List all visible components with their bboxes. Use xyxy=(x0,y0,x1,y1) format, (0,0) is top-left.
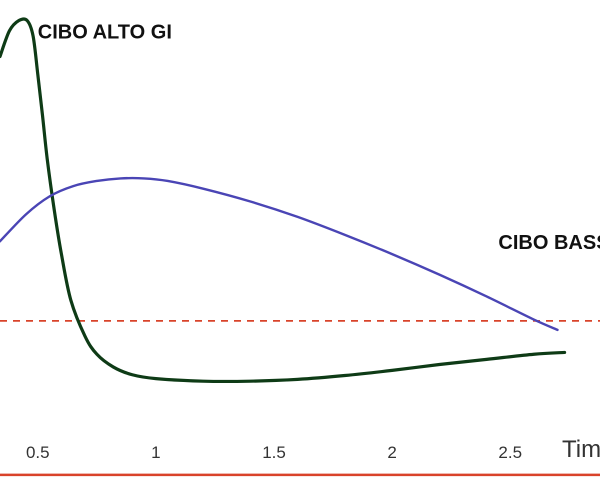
x-tick-label: 2.5 xyxy=(498,443,522,462)
series-line-basso-gi xyxy=(0,176,559,332)
x-tick-label: 2 xyxy=(387,443,396,462)
series-line-alto-gi xyxy=(0,17,567,384)
series-label-basso-gi: CIBO BASSO GI xyxy=(498,232,600,254)
x-tick-label: 1.5 xyxy=(262,443,286,462)
series-lines xyxy=(0,17,567,384)
x-tick-label: 1 xyxy=(151,443,160,462)
x-ticks: 0.5 1 1.5 2 2.5 xyxy=(26,443,522,462)
reference-lines xyxy=(0,320,600,477)
x-axis-label: Tim xyxy=(562,436,600,463)
series-labels: CIBO ALTO GI CIBO BASSO GI xyxy=(38,22,600,254)
x-tick-label: 0.5 xyxy=(26,443,50,462)
series-label-alto-gi: CIBO ALTO GI xyxy=(38,22,172,44)
